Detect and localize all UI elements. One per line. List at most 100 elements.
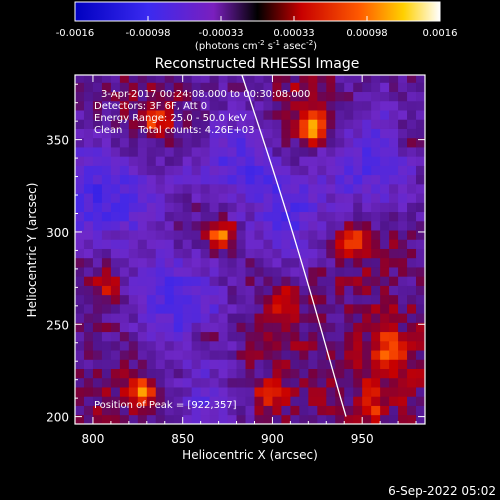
heatmap-cell xyxy=(146,303,157,314)
heatmap-cell xyxy=(209,75,219,83)
heatmap-cell xyxy=(155,82,166,93)
heatmap-cell xyxy=(182,211,193,222)
heatmap-cell xyxy=(101,368,112,379)
heatmap-cell xyxy=(272,405,282,416)
heatmap-cell xyxy=(83,405,94,416)
heatmap-cell xyxy=(155,285,166,296)
heatmap-cell xyxy=(164,340,175,351)
heatmap-cell xyxy=(254,202,264,213)
heatmap-cell xyxy=(398,91,408,102)
heatmap-cell xyxy=(272,350,282,360)
heatmap-cell xyxy=(362,100,372,111)
heatmap-cell xyxy=(344,128,354,139)
heatmap-cell xyxy=(218,294,228,305)
heatmap-cell xyxy=(272,220,282,231)
heatmap-cell xyxy=(254,276,264,286)
heatmap-cell xyxy=(182,303,193,314)
heatmap-cell xyxy=(344,147,354,157)
heatmap-cell xyxy=(245,211,255,222)
heatmap-cell xyxy=(209,100,219,111)
heatmap-cell xyxy=(128,202,139,213)
heatmap-cell xyxy=(335,230,345,240)
heatmap-cell xyxy=(416,303,425,314)
heatmap-cell xyxy=(110,110,121,120)
heatmap-cell xyxy=(146,193,157,203)
heatmap-cell xyxy=(173,91,184,102)
heatmap-cell xyxy=(281,193,291,203)
heatmap-cell xyxy=(200,267,211,277)
heatmap-cell xyxy=(173,377,184,388)
heatmap-cell xyxy=(371,230,381,240)
heatmap-cell xyxy=(137,248,148,259)
heatmap-cell xyxy=(326,340,336,351)
footer-date: 6-Sep-2022 05:02 xyxy=(388,484,496,498)
heatmap-cell xyxy=(281,414,291,424)
heatmap-cell xyxy=(227,350,237,360)
heatmap-cell xyxy=(75,165,85,176)
heatmap-cell xyxy=(371,294,381,305)
heatmap-cell xyxy=(272,239,282,249)
heatmap-cell xyxy=(407,128,417,139)
heatmap-cell xyxy=(407,183,417,194)
heatmap-cell xyxy=(218,405,228,416)
heatmap-cell xyxy=(362,368,372,379)
colorbar-tick-label: -0.00033 xyxy=(199,28,244,39)
heatmap-cell xyxy=(245,91,255,102)
heatmap-cell xyxy=(245,322,255,333)
heatmap-cell xyxy=(272,368,282,379)
heatmap-cell xyxy=(101,211,112,222)
heatmap-cell xyxy=(281,147,291,157)
heatmap-cell xyxy=(407,156,417,166)
heatmap-cell xyxy=(200,396,211,406)
heatmap-cell xyxy=(200,414,211,424)
heatmap-cell xyxy=(290,359,300,370)
heatmap-cell xyxy=(200,110,211,120)
heatmap-cell xyxy=(92,128,103,139)
heatmap-cell xyxy=(308,303,318,314)
heatmap-cell xyxy=(380,100,390,111)
heatmap-cell xyxy=(164,350,175,360)
heatmap-cell xyxy=(389,387,399,397)
heatmap-cell xyxy=(371,239,381,249)
heatmap-cell xyxy=(119,183,130,194)
heatmap-cell xyxy=(137,100,148,111)
heatmap-cell xyxy=(182,340,193,351)
heatmap-cell xyxy=(164,156,175,166)
heatmap-cell xyxy=(344,414,354,424)
heatmap-cell xyxy=(92,174,103,185)
heatmap-cell xyxy=(128,368,139,379)
heatmap-cell xyxy=(92,211,103,222)
heatmap-cell xyxy=(380,340,390,351)
heatmap-cell xyxy=(227,368,237,379)
heatmap-cell xyxy=(164,313,175,323)
heatmap-cell xyxy=(191,267,202,277)
heatmap-cell xyxy=(83,377,94,388)
heatmap-cell xyxy=(362,396,372,406)
heatmap-cell xyxy=(326,91,336,102)
heatmap-cell xyxy=(335,75,345,83)
heatmap-cell xyxy=(254,396,264,406)
heatmap-cell xyxy=(326,82,336,93)
heatmap-cell xyxy=(155,359,166,370)
heatmap-cell xyxy=(326,414,336,424)
heatmap-cell xyxy=(236,211,246,222)
heatmap-cell xyxy=(416,137,425,148)
heatmap-cell xyxy=(209,220,219,231)
heatmap-cell xyxy=(398,396,408,406)
heatmap-cell xyxy=(173,128,184,139)
heatmap-cell xyxy=(344,156,354,166)
heatmap-cell xyxy=(146,294,157,305)
heatmap-cell xyxy=(182,75,193,83)
heatmap-cell xyxy=(182,368,193,379)
heatmap-cell xyxy=(326,183,336,194)
heatmap-cell xyxy=(92,368,103,379)
heatmap-cell xyxy=(380,82,390,93)
heatmap-cell xyxy=(407,137,417,148)
heatmap-cell xyxy=(308,377,318,388)
heatmap-cell xyxy=(299,359,309,370)
heatmap-cell xyxy=(272,147,282,157)
heatmap-cell xyxy=(317,165,327,176)
heatmap-cell xyxy=(389,147,399,157)
heatmap-cell xyxy=(101,119,112,129)
heatmap-cell xyxy=(173,174,184,185)
